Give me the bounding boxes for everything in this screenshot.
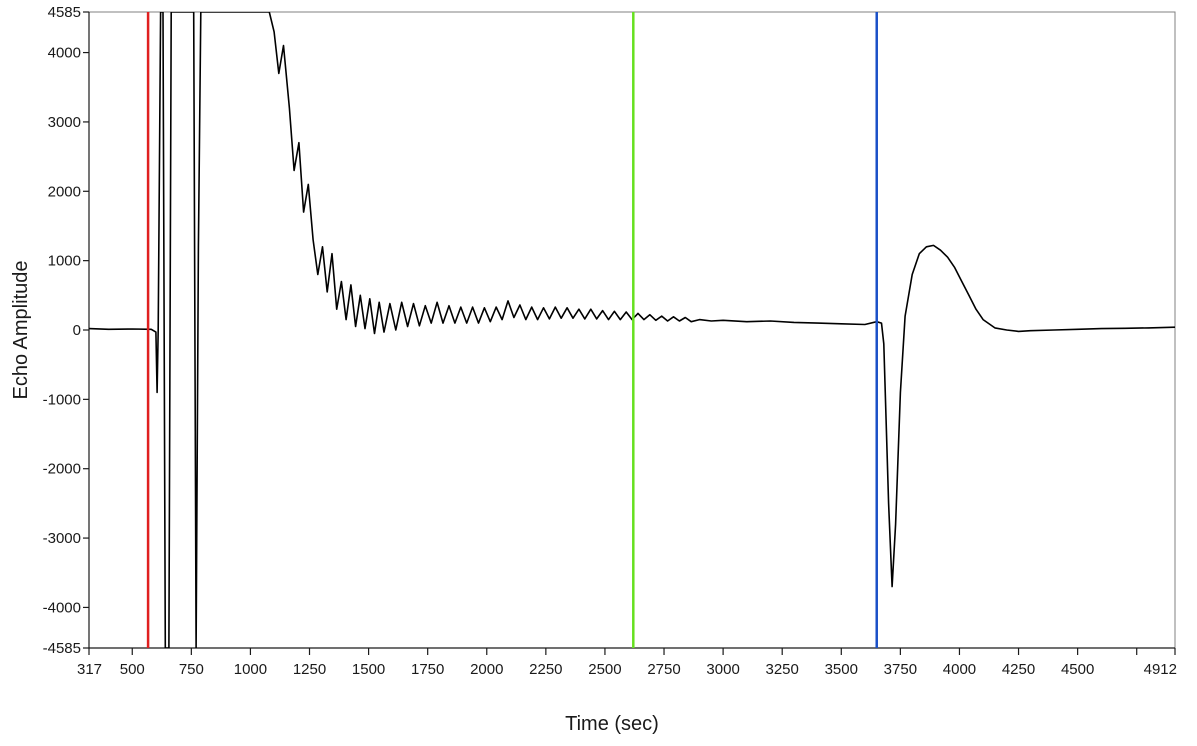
- x-tick-label: 4912: [1144, 661, 1177, 678]
- x-tick-label: 3250: [766, 661, 799, 678]
- x-tick-label: 750: [179, 661, 204, 678]
- y-tick-label: -1000: [43, 391, 81, 408]
- plot-area: [88, 11, 1176, 649]
- y-tick-label: -4000: [43, 599, 81, 616]
- x-axis-title: Time (sec): [565, 713, 659, 735]
- y-tick-label: 4585: [48, 4, 81, 21]
- x-tick-label: 2250: [529, 661, 562, 678]
- y-tick-label: -2000: [43, 461, 81, 478]
- x-tick-label: 3000: [706, 661, 739, 678]
- x-tick-label: 2500: [588, 661, 621, 678]
- x-axis: 317 500 750 1000 1250 1500 1750 2000 2250 2500 275…: [77, 647, 1177, 678]
- y-tick-label: 3000: [48, 114, 81, 131]
- y-tick-label: 0: [73, 322, 81, 339]
- plot-marks: [89, 12, 1175, 648]
- y-axis-title: Echo Amplitude: [10, 261, 32, 400]
- x-tick-label: 1500: [352, 661, 385, 678]
- x-tick-label: 4250: [1002, 661, 1035, 678]
- y-tick-label: 1000: [48, 253, 81, 270]
- x-tick-label: 1250: [293, 661, 326, 678]
- plot-content: [89, 12, 1175, 648]
- x-tick-label: 1000: [234, 661, 267, 678]
- y-axis: -4585 -4000 -3000 -2000 -1000 0 1000 2000 3000 40…: [43, 4, 90, 657]
- x-tick-label: 1750: [411, 661, 444, 678]
- series-line-0: [89, 12, 1175, 648]
- x-tick-label: 3750: [884, 661, 917, 678]
- x-tick-label: 317: [77, 661, 102, 678]
- y-tick-label: 2000: [48, 183, 81, 200]
- x-tick-label: 2750: [647, 661, 680, 678]
- y-tick-label: -3000: [43, 530, 81, 547]
- x-tick-label: 500: [120, 661, 145, 678]
- x-tick-label: 4000: [943, 661, 976, 678]
- y-tick-label: 4000: [48, 45, 81, 62]
- x-tick-label: 3500: [825, 661, 858, 678]
- y-tick-label: -4585: [43, 640, 81, 657]
- x-tick-label: 4500: [1061, 661, 1094, 678]
- x-tick-label: 2000: [470, 661, 503, 678]
